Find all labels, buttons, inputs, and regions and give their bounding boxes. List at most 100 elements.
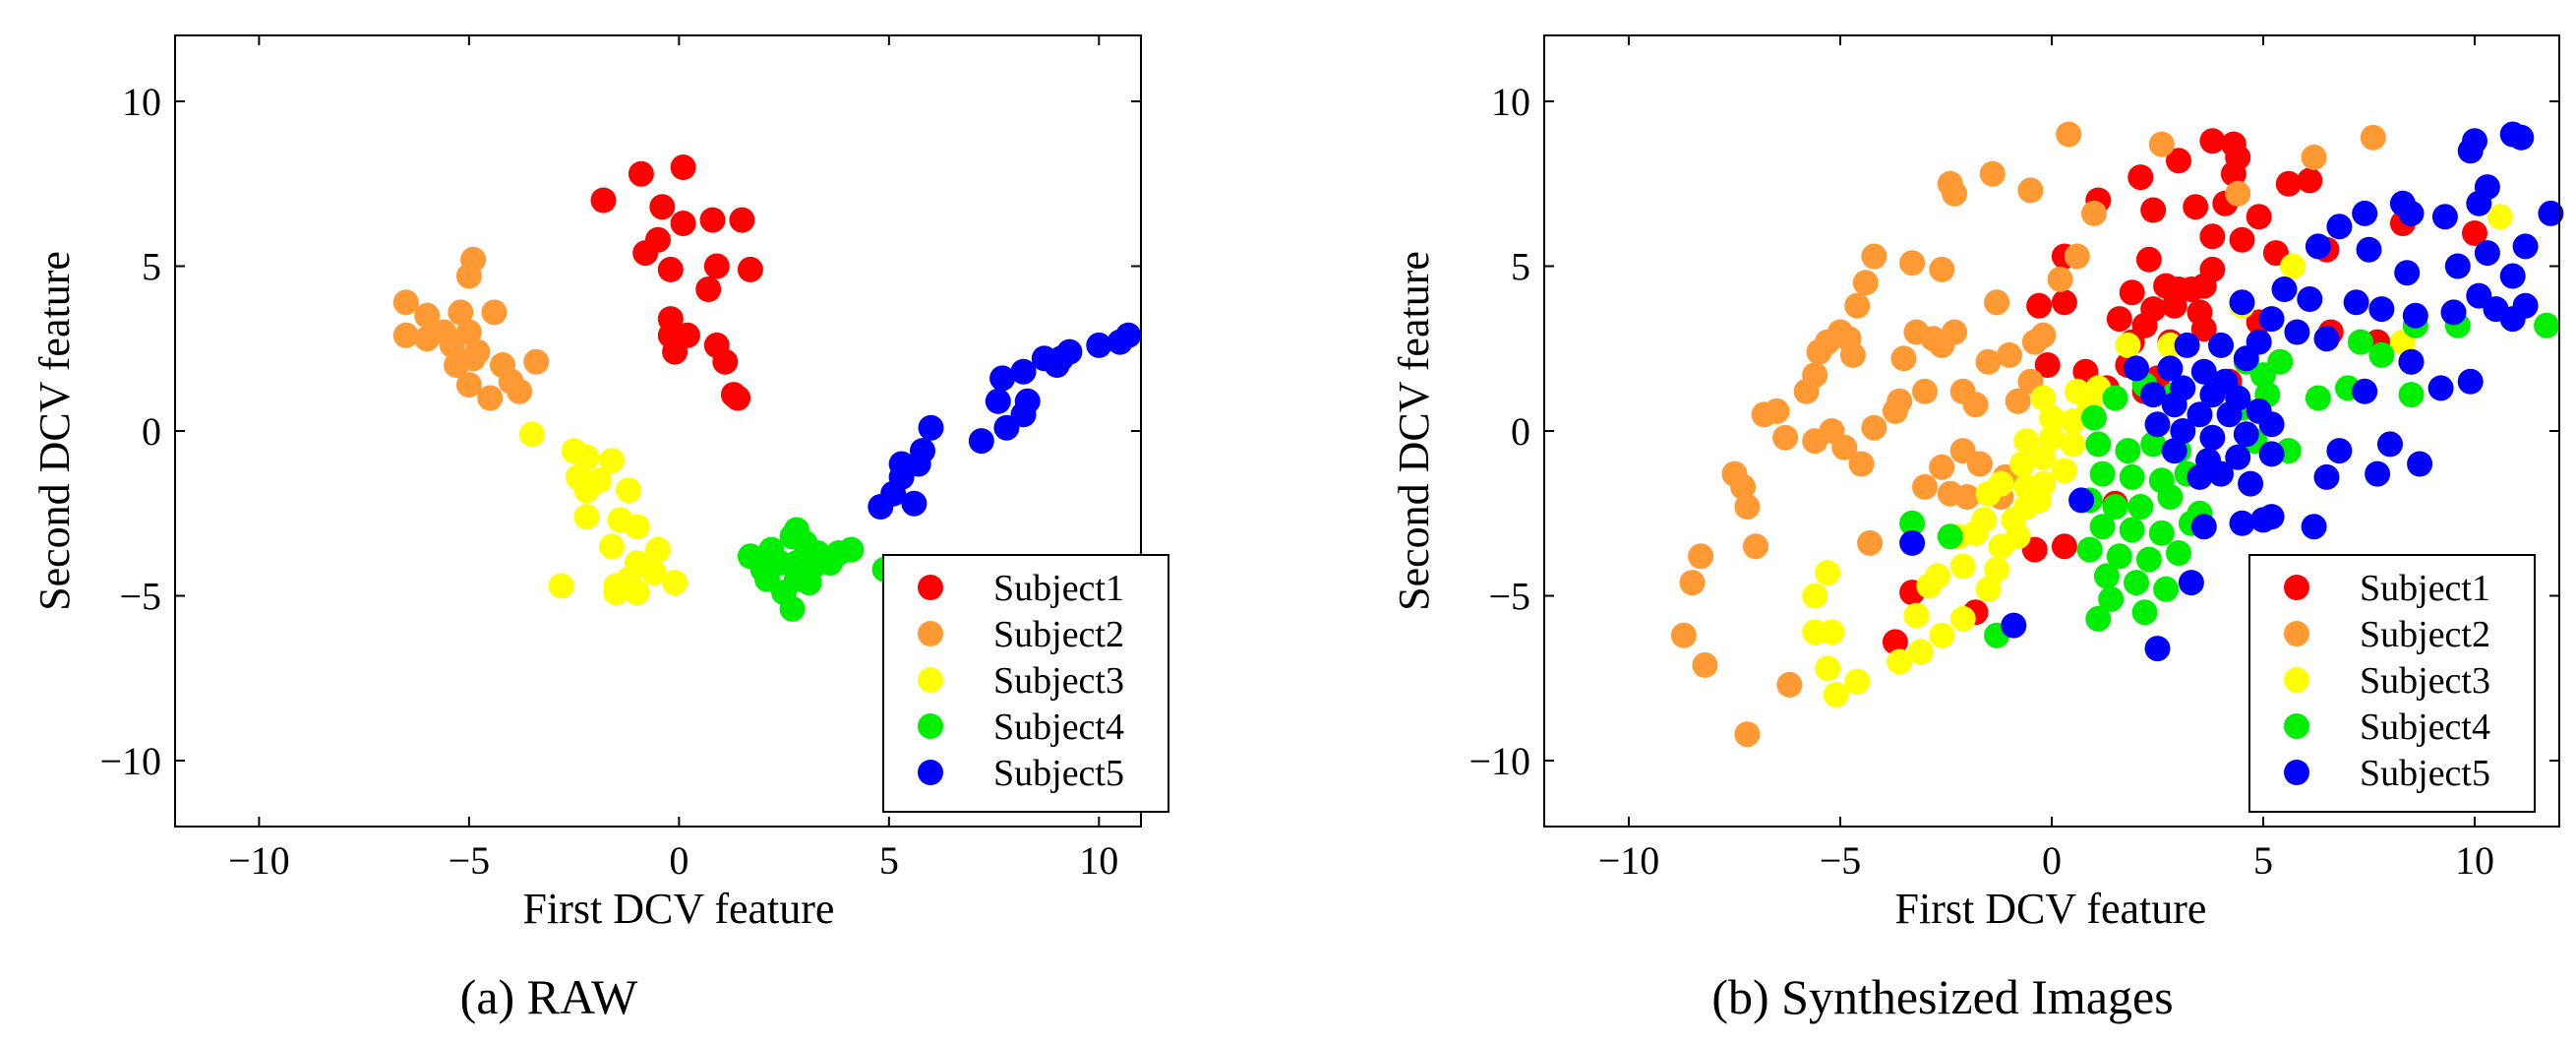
scatter-point-subject5 <box>2161 438 2187 464</box>
scatter-point-subject3 <box>599 533 625 560</box>
legend-label-subject5: Subject5 <box>993 753 1124 794</box>
scatter-point-subject2 <box>455 372 482 399</box>
scatter-point-subject2 <box>1979 160 2006 187</box>
scatter-point-subject4 <box>2135 546 2162 573</box>
scatter-point-subject1 <box>2297 167 2323 194</box>
scatter-point-subject2 <box>2081 200 2107 226</box>
scatter-point-subject4 <box>2347 329 2373 355</box>
scatter-point-subject4 <box>2124 570 2149 596</box>
scatter-point-subject3 <box>1844 668 1871 695</box>
scatter-point-subject1 <box>2106 306 2132 333</box>
scatter-point-subject2 <box>1966 451 1993 477</box>
scatter-point-subject2 <box>1929 454 1955 480</box>
scatter-point-subject3 <box>2039 424 2065 451</box>
scatter-point-subject5 <box>2238 470 2264 497</box>
scatter-point-subject1 <box>737 256 763 282</box>
scatter-point-subject2 <box>1670 622 1697 648</box>
scatter-point-subject5 <box>2508 124 2535 151</box>
legend-marker-subject2 <box>918 621 943 646</box>
scatter-point-subject3 <box>1802 583 1828 609</box>
scatter-point-subject5 <box>2457 138 2484 164</box>
y-tick-label: −10 <box>99 739 161 783</box>
caption-b: (b) Synthesized Images <box>1711 969 2173 1024</box>
ticks-b: −10 −5 0 5 10 −10 −5 0 5 10 <box>1468 35 2559 883</box>
scatter-point-subject3 <box>2030 470 2057 497</box>
x-tick-label: −5 <box>449 838 491 883</box>
scatter-point-subject3 <box>616 477 642 504</box>
legend-marker-subject5 <box>2284 760 2309 785</box>
scatter-point-subject1 <box>2246 204 2272 230</box>
scatter-point-subject5 <box>2474 240 2500 267</box>
scatter-point-subject3 <box>2060 431 2086 458</box>
scatter-point-subject1 <box>2119 279 2145 306</box>
scatter-point-subject3 <box>2013 428 2040 455</box>
scatter-point-subject3 <box>1975 576 2002 602</box>
scatter-point-subject3 <box>1887 648 1913 675</box>
scatter-point-subject3 <box>1949 605 1976 632</box>
scatter-point-subject5 <box>2216 401 2243 428</box>
scatter-point-subject2 <box>2064 243 2090 270</box>
x-tick-label: −10 <box>228 838 290 883</box>
scatter-point-subject5 <box>2352 378 2378 404</box>
scatter-point-subject1 <box>2051 533 2077 560</box>
scatter-point-subject5 <box>2394 260 2421 286</box>
legend-label-subject3: Subject3 <box>2360 660 2490 702</box>
scatter-point-subject3 <box>603 580 629 606</box>
y-tick-label: −5 <box>1488 575 1530 619</box>
scatter-point-subject2 <box>1679 570 1706 596</box>
scatter-point-subject3 <box>2039 404 2065 431</box>
scatter-point-subject4 <box>2148 520 2175 546</box>
scatter-point-subject5 <box>2140 382 2167 408</box>
scatter-point-subject3 <box>2115 332 2141 358</box>
y-axis-label-a: Second DCV feature <box>30 251 79 611</box>
scatter-point-subject5 <box>2174 332 2200 358</box>
scatter-point-subject5 <box>2187 401 2213 428</box>
y-tick-label: 10 <box>122 80 161 124</box>
scatter-point-subject5 <box>968 428 994 455</box>
scatter-point-subject1 <box>670 154 696 180</box>
scatter-point-subject5 <box>2305 233 2331 260</box>
legend-marker-subject5 <box>918 760 943 785</box>
scatter-point-subject2 <box>392 322 419 348</box>
scatter-point-subject4 <box>796 570 822 596</box>
scatter-point-subject1 <box>2135 246 2162 273</box>
scatter-point-subject4 <box>2102 494 2128 520</box>
scatter-point-subject5 <box>2229 289 2255 316</box>
legend-label-subject5: Subject5 <box>2360 753 2490 794</box>
scatter-point-subject2 <box>2301 144 2327 170</box>
x-tick-label: −5 <box>1820 838 1862 883</box>
scatter-point-subject4 <box>2157 484 2184 510</box>
scatter-point-subject3 <box>1929 622 1955 648</box>
y-tick-label: −5 <box>119 575 161 619</box>
scatter-point-subject5 <box>2538 200 2564 226</box>
scatter-point-subject2 <box>1844 292 1871 319</box>
scatter-point-subject1 <box>725 385 751 411</box>
scatter-point-subject5 <box>2368 296 2395 323</box>
scatter-point-subject2 <box>1929 332 1955 358</box>
scatter-point-subject2 <box>1848 451 1875 477</box>
scatter-point-subject3 <box>645 536 671 563</box>
scatter-point-subject3 <box>518 421 545 448</box>
scatter-point-subject2 <box>1857 529 1884 556</box>
legend-marker-subject4 <box>918 713 943 739</box>
scatter-point-subject5 <box>2157 355 2184 382</box>
scatter-point-subject2 <box>2360 124 2386 151</box>
scatter-point-subject3 <box>573 444 600 470</box>
scatter-point-subject5 <box>2258 441 2285 467</box>
scatter-point-subject5 <box>2301 514 2327 540</box>
scatter-point-subject1 <box>2140 197 2167 223</box>
scatter-point-subject3 <box>2008 451 2035 477</box>
scatter-point-subject1 <box>2229 226 2255 253</box>
scatter-point-subject1 <box>645 226 671 253</box>
scatter-point-subject4 <box>2119 463 2145 490</box>
scatter-point-subject5 <box>1899 529 1926 556</box>
scatter-point-subject5 <box>2389 190 2416 216</box>
scatter-point-subject2 <box>455 263 482 289</box>
scatter-point-subject2 <box>1887 388 1913 414</box>
scatter-point-subject4 <box>2140 431 2167 458</box>
scatter-point-subject3 <box>2030 385 2057 411</box>
scatter-point-subject5 <box>2440 299 2467 326</box>
scatter-point-subject2 <box>1734 721 1761 748</box>
scatter-point-subject5 <box>2402 302 2428 329</box>
scatter-point-subject2 <box>460 345 487 372</box>
